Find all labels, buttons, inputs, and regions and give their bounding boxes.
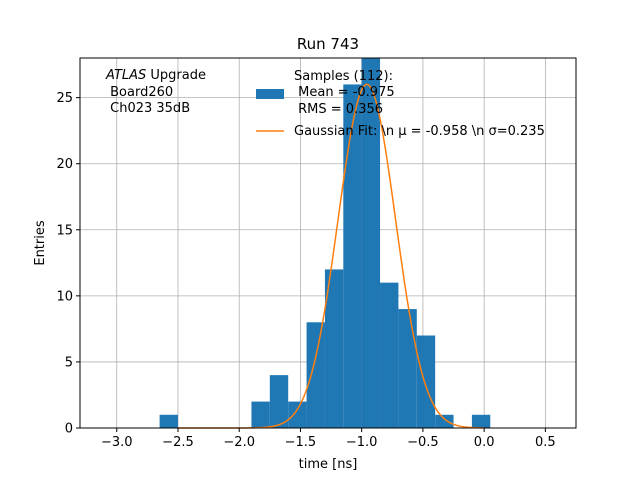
y-tick-label: 10 [56, 289, 73, 304]
y-tick-label: 5 [65, 355, 73, 370]
legend-samples-swatch [256, 89, 284, 99]
histogram-bar [306, 322, 325, 428]
legend: Samples (112): Mean = -0.975 RMS = 0.356… [256, 69, 545, 139]
upgrade-label: Upgrade [146, 68, 206, 83]
legend-samples-line-3: RMS = 0.356 [294, 102, 383, 117]
legend-fit-label: Gaussian Fit: \n μ = -0.958 \n σ=0.235 [294, 124, 545, 139]
histogram-bar [380, 282, 399, 428]
legend-samples-line-1: Samples (112): [294, 69, 393, 84]
y-axis-ticks: 0 5 10 15 20 25 [56, 91, 80, 437]
x-tick-label: −0.5 [407, 435, 439, 450]
y-tick-label: 20 [56, 157, 73, 172]
x-tick-label: 0.0 [474, 435, 495, 450]
annotation-line-1: ATLAS Upgrade [105, 68, 206, 83]
histogram-bars [159, 58, 491, 428]
annotation-box: ATLAS Upgrade Board260 Ch023 35dB [105, 68, 206, 116]
x-axis-ticks: −3.0 −2.5 −2.0 −1.5 −1.0 −0.5 0.0 0.5 [101, 428, 556, 450]
histogram-bar [288, 401, 307, 428]
plot-frame [79, 57, 577, 429]
annotation-line-2: Board260 [106, 85, 173, 100]
histogram-bar [251, 401, 270, 428]
y-axis-label: Entries [33, 220, 48, 266]
histogram-bar [159, 414, 178, 428]
annotation-line-3: Ch023 35dB [106, 101, 190, 116]
histogram-bar [416, 335, 436, 428]
histogram-bar [361, 58, 381, 428]
x-axis-label: time [ns] [299, 457, 358, 472]
x-tick-label: −2.0 [223, 435, 255, 450]
histogram-bar [269, 375, 289, 428]
legend-samples-line-2: Mean = -0.975 [294, 85, 395, 100]
x-tick-label: 0.5 [535, 435, 556, 450]
x-tick-label: −2.5 [162, 435, 194, 450]
chart-title: Run 743 [297, 35, 359, 53]
histogram-bar [343, 84, 362, 428]
x-tick-label: −1.5 [285, 435, 317, 450]
histogram-bar [471, 414, 491, 428]
histogram-bar [324, 269, 344, 428]
x-tick-label: −1.0 [346, 435, 378, 450]
histogram-bar [398, 309, 417, 428]
histogram-bar [435, 414, 454, 428]
y-tick-label: 15 [56, 223, 73, 238]
x-tick-label: −3.0 [101, 435, 133, 450]
atlas-label: ATLAS [105, 68, 146, 83]
y-tick-label: 0 [65, 422, 73, 437]
y-tick-label: 25 [56, 91, 73, 106]
